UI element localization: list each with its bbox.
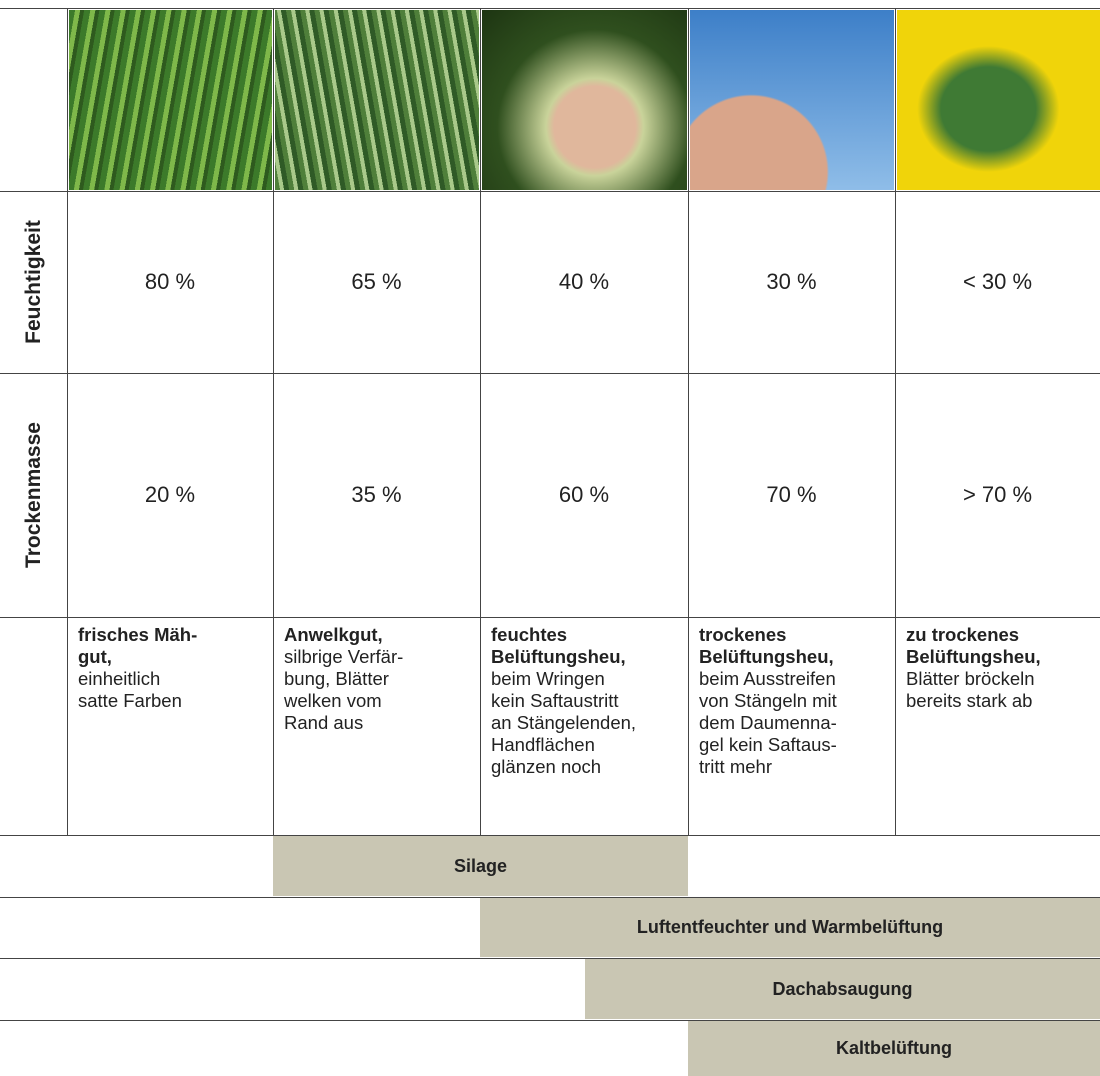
description-bold: trockenes Belüftungsheu, — [699, 624, 834, 667]
description-text: beim Wringen kein Saftaustritt an Stänge… — [491, 668, 637, 777]
description: zu trockenes Belüftungsheu, Blätter bröck… — [895, 624, 1100, 712]
cell-value: 60 % — [558, 482, 610, 507]
cell-value: > 70 % — [962, 482, 1033, 507]
description-text: beim Ausstreifen von Stängeln mit dem Da… — [699, 668, 837, 777]
description-bold: feuchtes Belüftungsheu, — [491, 624, 626, 667]
description-text: Blätter bröckeln bereits stark ab — [906, 668, 1035, 711]
row-header: Feuchtigkeit — [0, 191, 67, 373]
cell-value: 35 % — [351, 482, 402, 507]
rule — [0, 8, 1100, 9]
description: trockenes Belüftungsheu, beim Ausstreifen… — [688, 624, 906, 778]
description-text: silbrige Verfär- bung, Blätter welken vo… — [284, 646, 404, 733]
cell-value: 70 % — [766, 482, 817, 507]
photo — [690, 10, 894, 190]
rule — [0, 958, 1100, 959]
method-bar: Dachabsaugung — [585, 959, 1100, 1019]
description-bold: zu trockenes Belüftungsheu, — [906, 624, 1041, 667]
description-bold: Anwelkgut, — [284, 624, 383, 645]
photo — [897, 10, 1100, 190]
photo — [482, 10, 687, 190]
cell-value: < 30 % — [962, 269, 1033, 294]
row-header-text: Feuchtigkeit — [21, 220, 45, 344]
row-header: Trockenmasse — [0, 373, 67, 617]
description: feuchtes Belüftungsheu, beim Wringen kein… — [480, 624, 699, 778]
cell-value: 80 % — [144, 269, 196, 294]
cell-value: 20 % — [144, 482, 196, 507]
rule — [0, 1020, 1100, 1021]
column-rule — [688, 8, 689, 835]
rule — [0, 835, 1100, 836]
column-rule — [273, 8, 274, 835]
column-rule — [895, 8, 896, 835]
description-text: einheitlich satte Farben — [78, 668, 182, 711]
rule — [0, 897, 1100, 898]
cell-value: 65 % — [351, 269, 402, 294]
photo — [275, 10, 479, 190]
method-bar: Luftentfeuchter und Warmbelüftung — [480, 898, 1100, 957]
method-bar: Silage — [273, 836, 688, 896]
rule — [0, 373, 1100, 374]
column-rule — [67, 8, 68, 835]
description: frisches Mäh- gut, einheitlich satte Farb… — [67, 624, 284, 712]
cell-value: 30 % — [766, 269, 817, 294]
method-bar: Kaltbelüftung — [688, 1021, 1100, 1076]
cell-value: 40 % — [558, 269, 610, 294]
column-rule — [480, 8, 481, 835]
row-header-text: Trockenmasse — [21, 422, 45, 568]
photo — [69, 10, 272, 190]
description: Anwelkgut, silbrige Verfär- bung, Blätter… — [273, 624, 491, 734]
description-bold: frisches Mäh- gut, — [78, 624, 198, 667]
rule — [0, 617, 1100, 618]
rule — [0, 191, 1100, 192]
